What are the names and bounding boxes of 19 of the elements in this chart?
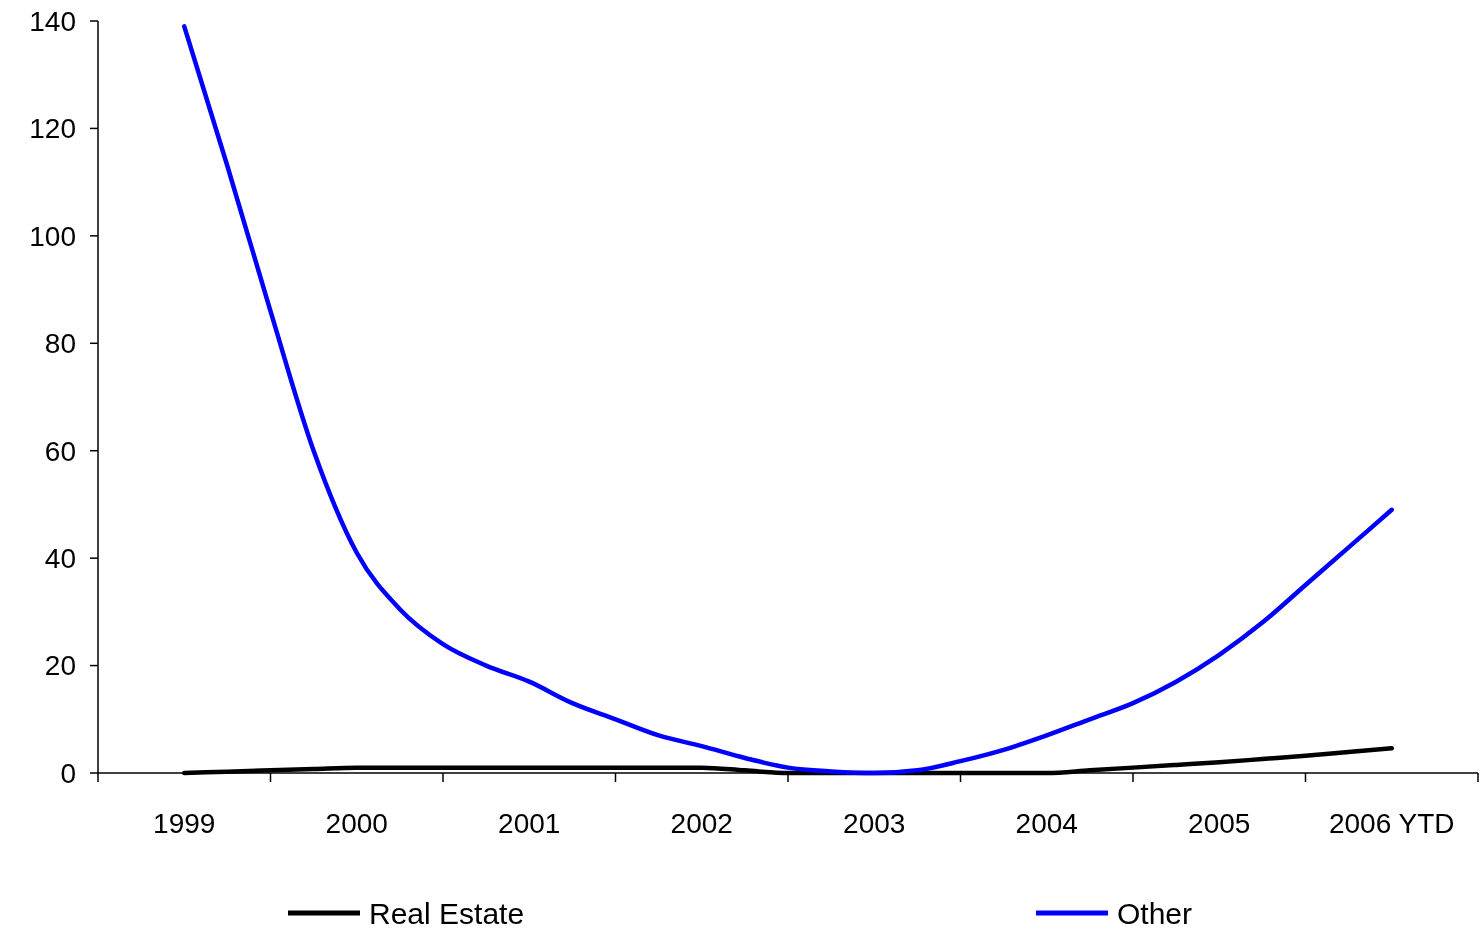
y-tick-label: 20 xyxy=(44,650,76,682)
x-tick-label: 2005 xyxy=(1188,808,1251,839)
y-tick-label: 80 xyxy=(44,328,76,360)
y-tick-label: 140 xyxy=(29,5,76,37)
x-tick-label: 2000 xyxy=(325,808,388,839)
y-tick-label: 100 xyxy=(29,220,76,252)
x-tick-label: 1999 xyxy=(153,808,216,839)
x-tick-label: 2003 xyxy=(843,808,906,839)
x-tick-label: 2006 YTD xyxy=(1328,808,1455,839)
y-tick-label: 60 xyxy=(44,435,76,467)
y-tick-label: 40 xyxy=(44,542,76,574)
line-series xyxy=(182,24,1394,776)
legend-label: Real Estate xyxy=(369,896,525,930)
x-tick-label: 2004 xyxy=(1015,808,1078,839)
legend-label: Other xyxy=(1117,896,1193,930)
x-tick-label: 2002 xyxy=(670,808,733,839)
y-tick-label: 120 xyxy=(29,113,76,145)
y-tick-label: 0 xyxy=(60,757,76,789)
x-tick-label: 2001 xyxy=(498,808,561,839)
